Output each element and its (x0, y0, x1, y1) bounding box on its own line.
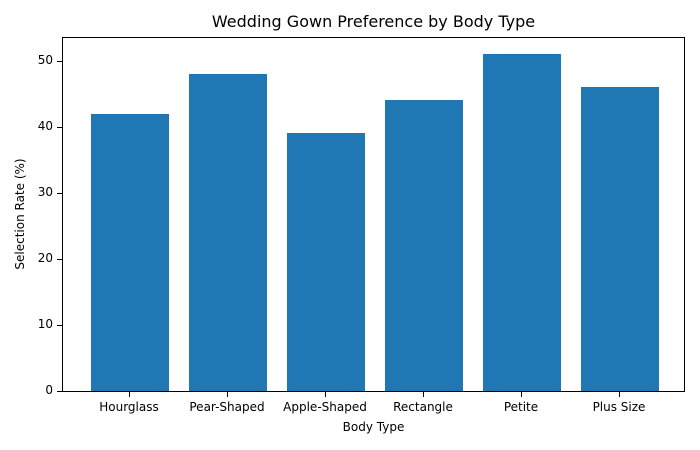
y-tick-label: 10 (37, 316, 53, 331)
x-axis-label: Body Type (342, 420, 405, 434)
bar-pear-shaped (189, 74, 267, 391)
bar-petite (483, 54, 561, 391)
y-tick-label: 30 (37, 184, 53, 199)
x-tick-label: Apple-Shaped (283, 400, 367, 414)
y-tick-label: 20 (37, 250, 53, 265)
y-tick-mark (57, 126, 62, 128)
bar-plus-size (581, 87, 659, 391)
chart-title: Wedding Gown Preference by Body Type (211, 12, 536, 31)
y-tick-label: 0 (45, 383, 53, 397)
y-tick-mark (57, 192, 62, 194)
y-tick-mark (57, 60, 62, 62)
x-tick-label: Hourglass (99, 400, 159, 414)
plot-area (62, 37, 685, 392)
x-tick-label: Petite (503, 400, 539, 414)
y-tick-mark (57, 391, 62, 392)
bar-rectangle (385, 100, 463, 391)
x-tick-label: Rectangle (393, 400, 453, 414)
x-tick-label: Plus Size (592, 400, 646, 414)
y-tick-label: 50 (37, 52, 53, 67)
y-tick-mark (57, 258, 62, 260)
x-tick-mark (227, 392, 228, 397)
x-tick-mark (619, 392, 620, 397)
x-tick-mark (325, 392, 326, 397)
y-tick-mark (57, 324, 62, 326)
y-axis-label: Selection Rate (%) (13, 158, 27, 270)
x-tick-mark (423, 392, 424, 397)
x-tick-label: Pear-Shaped (189, 400, 265, 414)
x-tick-mark (129, 392, 130, 397)
bar-apple-shaped (287, 133, 365, 391)
y-tick-label: 40 (37, 118, 53, 133)
bar-hourglass (91, 113, 169, 391)
x-tick-mark (521, 392, 522, 397)
